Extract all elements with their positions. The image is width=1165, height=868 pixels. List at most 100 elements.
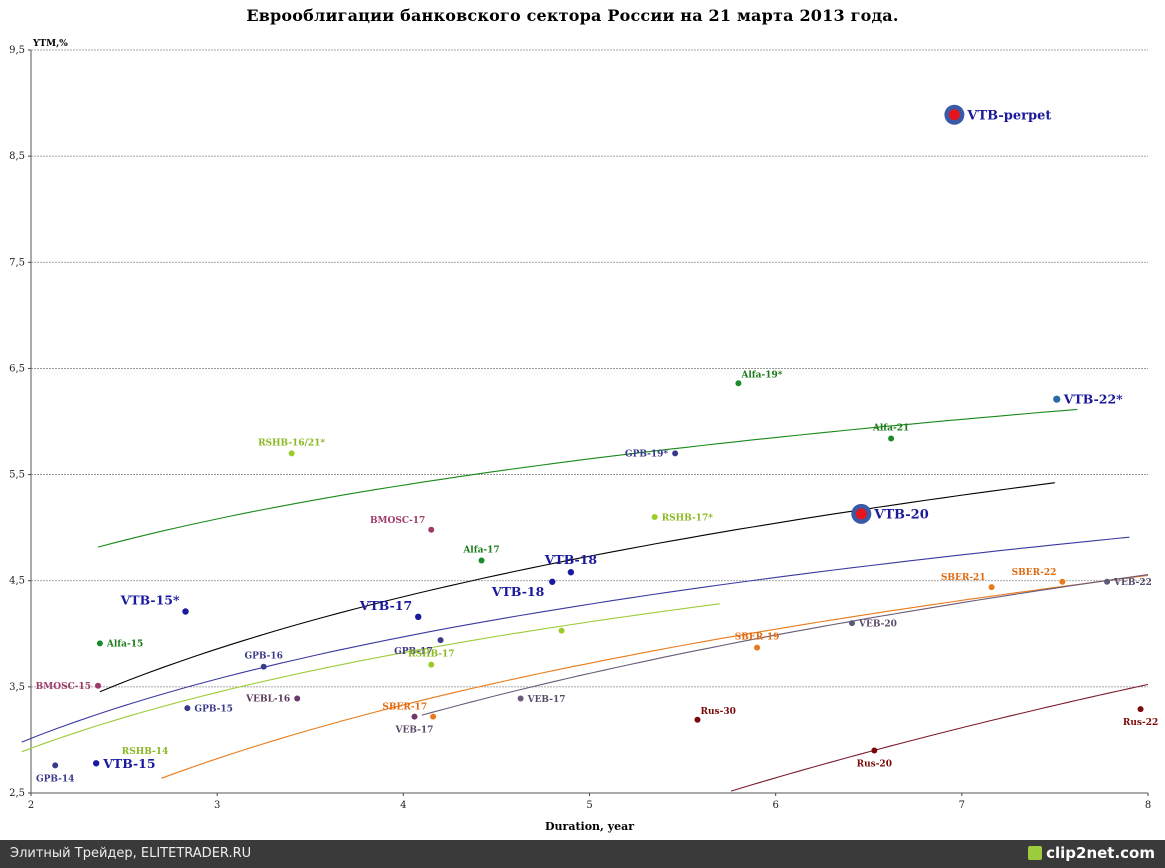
x-tick-label: 8 [1145,800,1151,811]
point-label: VTB-17 [359,598,412,613]
point-label: RSHB-16/21* [258,438,325,448]
point-label: VTB-18 [544,552,598,567]
point-label: SBER-19 [735,633,780,643]
trend-layer [21,408,1149,792]
data-point[interactable] [988,584,995,591]
data-point[interactable] [848,620,855,627]
axes-layer: 2,5 3,5 4,5 5,5 6,5 7,5 8,5 9,5 2 3 4 5 6 7 8 [9,45,1151,811]
x-tick-label: 6 [772,800,778,811]
data-point[interactable] [558,627,565,634]
data-point[interactable] [517,695,524,702]
data-point[interactable] [182,608,189,615]
data-point[interactable] [95,682,102,689]
data-point[interactable] [1137,706,1144,713]
data-point[interactable] [1059,578,1066,585]
x-tick-label: 3 [214,800,220,811]
y-tick-label: 4,5 [9,576,25,587]
data-point[interactable] [567,569,575,576]
point-label: BMOSC-17 [370,516,425,526]
point-label: VTB-18 [491,584,545,599]
trendline [99,482,1055,693]
data-point[interactable] [52,762,59,769]
data-point[interactable] [888,435,895,442]
data-point[interactable] [1104,578,1111,585]
footer-brand[interactable]: clip2net.com [1028,844,1155,862]
data-point[interactable] [294,695,301,702]
point-label: Rus-30 [701,707,736,717]
y-tick-label: 8,5 [9,151,25,162]
data-point[interactable] [415,613,422,621]
y-tick-label: 5,5 [9,470,25,481]
point-label: VEB-20 [858,619,897,629]
chart-title: Еврооблигации банковского сектора России… [246,6,899,25]
data-point[interactable] [96,640,103,647]
data-point[interactable] [549,578,556,585]
point-label: Rus-20 [857,760,892,770]
data-point[interactable] [694,716,701,723]
point-label: VEB-17 [395,726,434,736]
y-axis-title: YTM,% [32,39,68,49]
trendline [421,574,1149,716]
data-point[interactable] [428,661,435,668]
trendline [161,574,1149,779]
footer-bar: Элитный Трейдер, ELITETRADER.RU clip2net… [0,840,1165,868]
grid-layer [31,49,1148,688]
data-point[interactable] [735,380,742,387]
x-tick-label: 7 [959,800,965,811]
point-label: SBER-17 [382,703,427,713]
point-label: VEB-22 [1113,578,1152,588]
point-label: BMOSC-15 [36,682,91,692]
x-axis-title: Duration, year [545,820,634,833]
x-tick-label: 2 [28,800,34,811]
data-point[interactable] [184,705,191,712]
point-label: Rus-22 [1123,718,1158,728]
point-label: RSHB-17* [662,513,714,523]
data-point[interactable] [1053,395,1061,403]
point-label: VTB-20 [873,508,928,523]
point-label: GPB-16 [244,652,283,662]
footer-source-text: Элитный Трейдер, ELITETRADER.RU [10,846,252,861]
point-label: Alfa-17 [462,546,499,556]
trendline [21,603,720,753]
trendline [21,536,1130,743]
point-label: RSHB-14 [122,747,169,757]
point-label: VTB-22* [1063,392,1123,407]
data-point[interactable] [948,109,960,121]
data-point[interactable] [288,450,295,457]
chart-svg: 2,5 3,5 4,5 5,5 6,5 7,5 8,5 9,5 2 3 4 5 6 7 8 VTB-perp… [9,39,1158,833]
data-point[interactable] [871,747,878,754]
y-tick-label: 3,5 [9,682,25,693]
point-label: GPB-19* [625,449,668,459]
footer-brand-label: clip2net.com [1046,844,1155,862]
point-label: GPB-15 [194,704,233,714]
x-tick-label: 4 [400,800,406,811]
point-label: GPB-17 [394,647,433,657]
point-label: GPB-14 [36,774,75,784]
trendline [97,408,1078,548]
data-point[interactable] [92,760,100,767]
data-point[interactable] [428,526,435,533]
data-point[interactable] [411,713,418,720]
point-label: RSHB-17 [408,650,455,660]
point-label: VTB-perpet [966,108,1051,123]
data-point[interactable] [672,450,679,457]
data-point[interactable] [478,557,485,564]
data-point[interactable] [855,508,867,520]
data-point[interactable] [754,644,761,651]
point-label: Alfa-19* [740,370,782,380]
x-tick-label: 5 [586,800,592,811]
trendline [730,683,1149,792]
data-point[interactable] [651,514,658,521]
point-label: Alfa-21 [872,424,909,434]
y-tick-label: 2,5 [9,788,25,799]
point-label: SBER-22 [1012,568,1057,578]
data-point[interactable] [260,663,267,670]
clip2net-logo-icon [1028,846,1043,860]
point-label: VTB-15 [102,756,155,771]
data-point[interactable] [430,713,437,720]
y-tick-label: 9,5 [9,45,25,56]
data-point[interactable] [437,637,444,644]
points-layer: VTB-perpet VTB-20 VTB-22* VTB-15* VTB-15 VTB-… [36,104,1158,784]
y-tick-label: 6,5 [9,363,25,374]
point-label: VTB-15* [120,593,180,608]
